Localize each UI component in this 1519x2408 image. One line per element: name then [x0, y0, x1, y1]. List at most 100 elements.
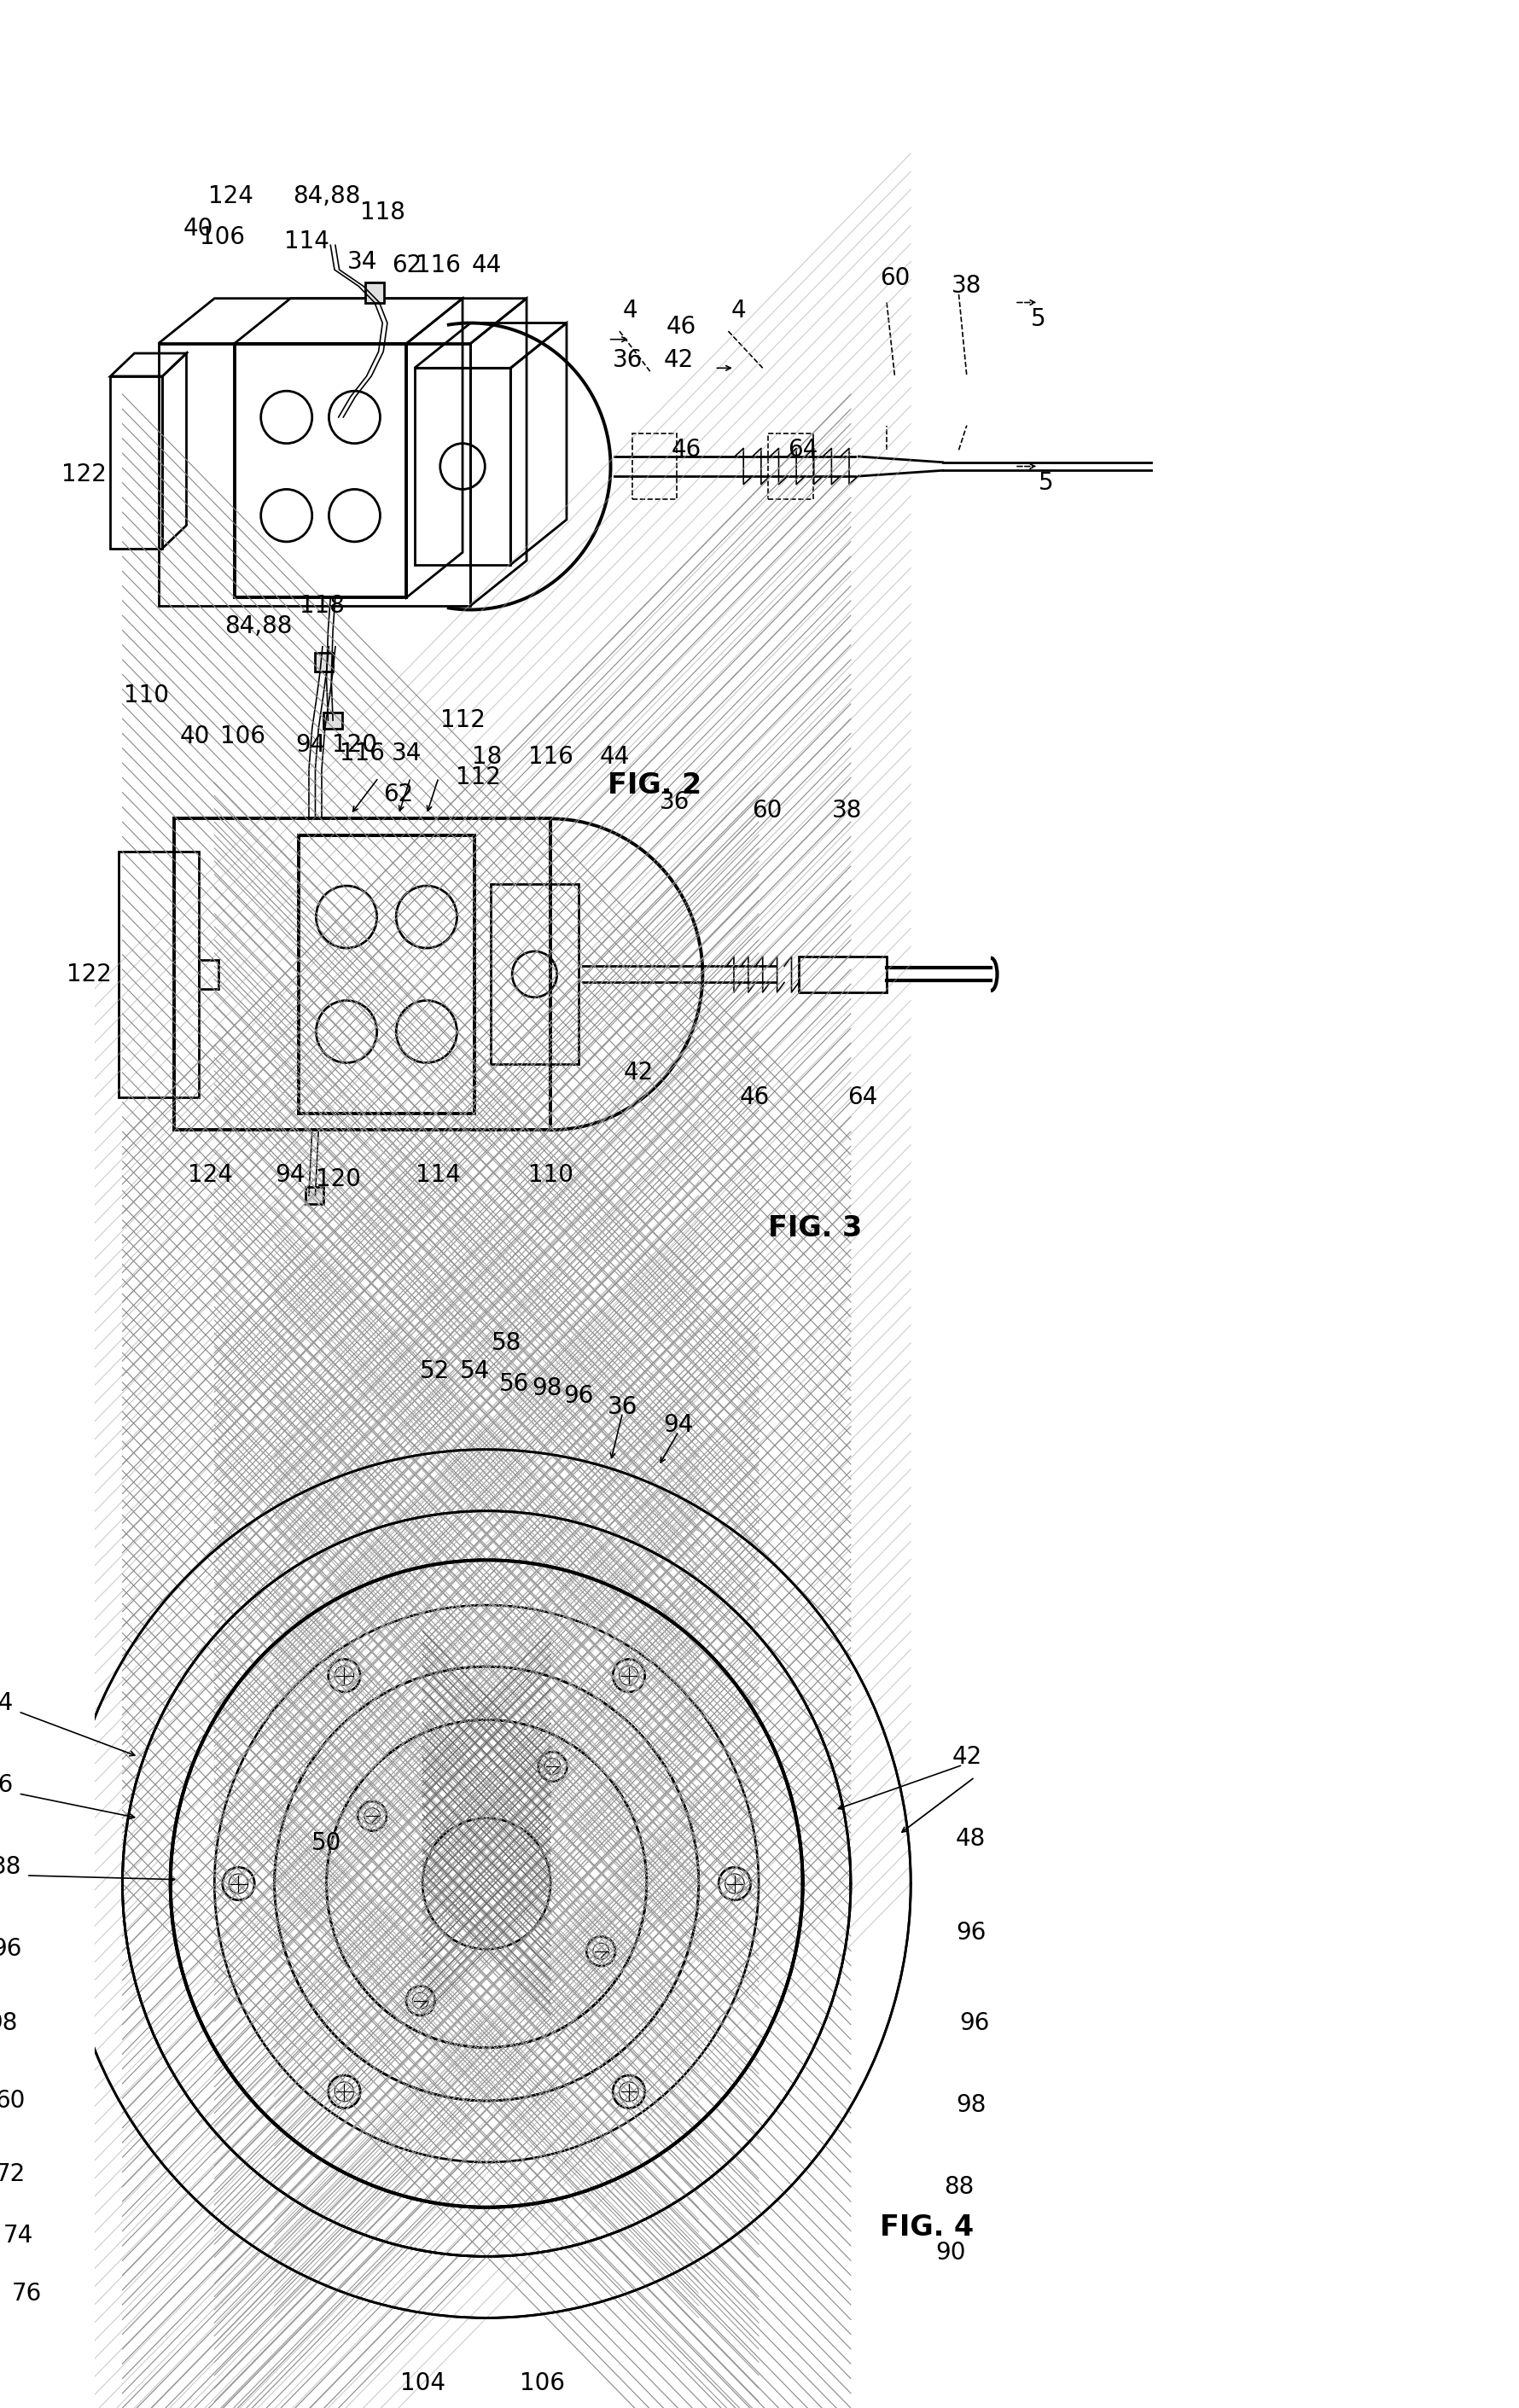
Text: 116: 116 — [340, 742, 386, 766]
Text: 116: 116 — [416, 253, 462, 277]
Text: 114: 114 — [416, 1163, 462, 1187]
Text: 118: 118 — [299, 595, 345, 616]
Bar — [299, 836, 474, 1112]
Text: 120: 120 — [316, 1168, 362, 1192]
Bar — [199, 958, 219, 990]
Text: 96: 96 — [564, 1385, 594, 1409]
Text: 72: 72 — [0, 2162, 26, 2186]
Text: 50: 50 — [311, 1830, 342, 1854]
Bar — [175, 819, 550, 1129]
Text: 76: 76 — [11, 2280, 41, 2304]
Text: 104: 104 — [399, 2372, 445, 2396]
Text: 40: 40 — [179, 725, 210, 749]
Text: 5: 5 — [1039, 472, 1054, 494]
Bar — [316, 653, 333, 672]
Text: 84,88: 84,88 — [225, 614, 292, 638]
Circle shape — [718, 1866, 750, 1900]
Circle shape — [62, 1450, 911, 2319]
Text: 38: 38 — [952, 275, 981, 299]
Text: 56: 56 — [500, 1373, 530, 1397]
Bar — [324, 713, 342, 730]
Text: 4: 4 — [623, 299, 638, 323]
Bar — [365, 282, 384, 303]
Text: 94: 94 — [275, 1163, 305, 1187]
Text: 106: 106 — [201, 224, 245, 248]
Text: 88: 88 — [943, 2174, 974, 2199]
Circle shape — [170, 1560, 802, 2208]
Text: 36: 36 — [659, 790, 690, 814]
Text: 58: 58 — [492, 1332, 521, 1356]
Text: 48: 48 — [955, 1828, 986, 1852]
Text: 124: 124 — [208, 183, 254, 207]
Text: 62: 62 — [392, 253, 422, 277]
Text: 94: 94 — [664, 1413, 694, 1438]
Text: 5: 5 — [1031, 306, 1047, 330]
Text: 44: 44 — [471, 253, 501, 277]
Text: 96: 96 — [960, 2011, 990, 2035]
Text: 34: 34 — [348, 250, 378, 275]
Text: 34: 34 — [392, 742, 422, 766]
Text: 64: 64 — [848, 1086, 878, 1110]
Circle shape — [538, 1753, 567, 1782]
Text: 106: 106 — [519, 2372, 565, 2396]
Text: 60: 60 — [0, 2088, 26, 2112]
Circle shape — [358, 1801, 387, 1830]
Text: 44: 44 — [600, 744, 630, 768]
Text: 74: 74 — [3, 2225, 33, 2249]
Text: 84: 84 — [0, 1690, 14, 1714]
Bar — [234, 344, 407, 597]
Bar — [158, 344, 471, 607]
Text: FIG. 2: FIG. 2 — [608, 773, 702, 799]
Bar — [415, 368, 510, 563]
Text: 98: 98 — [532, 1375, 562, 1399]
Circle shape — [123, 1510, 851, 2256]
Text: 36: 36 — [608, 1394, 638, 1418]
Text: 96: 96 — [0, 1938, 21, 1960]
Circle shape — [612, 2076, 646, 2107]
Text: 112: 112 — [456, 766, 501, 790]
Circle shape — [612, 1659, 646, 1693]
Text: 18: 18 — [799, 0, 829, 2]
Bar — [799, 956, 887, 992]
Text: 120: 120 — [331, 732, 377, 756]
Circle shape — [327, 1719, 647, 2047]
Text: 86: 86 — [0, 1772, 14, 1796]
Text: 94: 94 — [295, 732, 325, 756]
Text: 116: 116 — [529, 744, 573, 768]
Text: FIG. 3: FIG. 3 — [767, 1214, 861, 1243]
Text: 36: 36 — [612, 347, 643, 371]
Text: 38: 38 — [0, 1854, 21, 1878]
Text: 122: 122 — [67, 963, 112, 987]
Text: 112: 112 — [441, 708, 485, 732]
Text: 110: 110 — [529, 1163, 573, 1187]
Text: 40: 40 — [184, 217, 214, 241]
Text: 38: 38 — [831, 799, 861, 824]
Text: 124: 124 — [188, 1163, 232, 1187]
Text: 42: 42 — [624, 1060, 653, 1084]
Text: 62: 62 — [383, 783, 413, 807]
Text: 84,88: 84,88 — [293, 183, 360, 207]
Text: 106: 106 — [220, 725, 266, 749]
Text: 98: 98 — [0, 2011, 17, 2035]
Bar — [491, 884, 579, 1064]
Circle shape — [172, 1563, 801, 2206]
Circle shape — [275, 1666, 699, 2100]
Text: 114: 114 — [284, 229, 330, 253]
Text: 96: 96 — [955, 1922, 986, 1946]
Text: 110: 110 — [125, 684, 169, 708]
Text: FIG. 4: FIG. 4 — [880, 2213, 974, 2242]
Text: 60: 60 — [880, 265, 910, 289]
Text: 98: 98 — [955, 2093, 986, 2117]
Text: 42: 42 — [664, 347, 694, 371]
Text: 46: 46 — [665, 315, 696, 340]
Bar — [632, 433, 677, 498]
Text: 4: 4 — [731, 299, 746, 323]
Bar — [111, 376, 163, 549]
Circle shape — [222, 1866, 255, 1900]
Circle shape — [406, 1987, 434, 2015]
Circle shape — [328, 1659, 360, 1693]
Text: 122: 122 — [61, 462, 106, 486]
Text: 60: 60 — [752, 799, 782, 824]
Bar — [305, 1187, 324, 1204]
Text: 46: 46 — [671, 438, 702, 462]
